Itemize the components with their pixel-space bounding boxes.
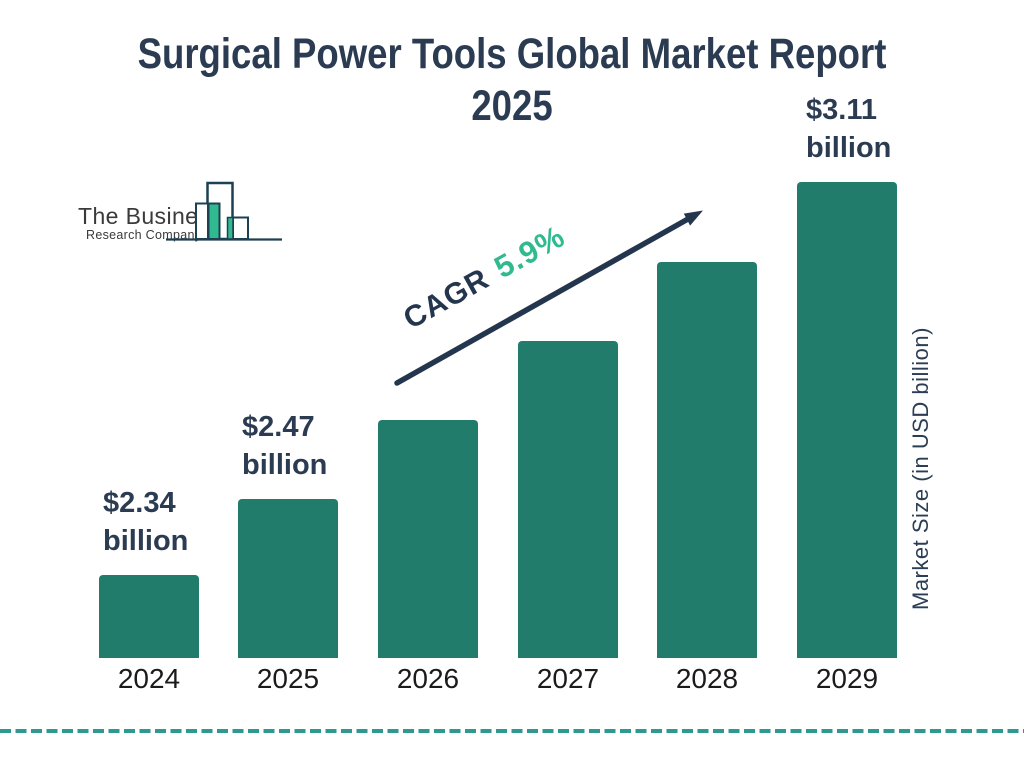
- page-title: Surgical Power Tools Global Market Repor…: [77, 28, 947, 133]
- company-logo: The Business Research Company: [70, 172, 290, 246]
- value-2024-unit: billion: [103, 525, 189, 557]
- bar-2025: [238, 499, 338, 658]
- x-tick-2028: 2028: [675, 663, 739, 694]
- bar-2029: [797, 182, 897, 658]
- bar-2026: [378, 420, 478, 658]
- page-title-line2: 2025: [471, 82, 553, 131]
- y-axis-label: Market Size (in USD billion): [908, 327, 933, 610]
- cagr-value: 5.9%: [488, 218, 571, 286]
- cagr-label: CAGR: [398, 262, 495, 336]
- value-label-2025: $2.47 billion: [242, 408, 422, 484]
- bar-2024: [99, 575, 199, 658]
- footer-dashed-divider: [0, 729, 1024, 733]
- value-2025-amount: $2.47: [242, 411, 315, 443]
- x-tick-2027: 2027: [536, 663, 600, 694]
- value-label-2029: $3.11 billion: [806, 91, 986, 167]
- page-title-line1: Surgical Power Tools Global Market Repor…: [137, 30, 887, 78]
- logo-bar-chart-icon: [166, 181, 282, 241]
- x-tick-2025: 2025: [256, 663, 320, 694]
- value-2029-amount: $3.11: [806, 94, 877, 126]
- value-2024-amount: $2.34: [103, 487, 176, 519]
- bar-2027: [518, 341, 618, 658]
- value-2025-unit: billion: [242, 449, 328, 481]
- x-tick-2029: 2029: [815, 663, 879, 694]
- value-2029-unit: billion: [806, 132, 892, 164]
- bar-2028: [657, 262, 757, 658]
- x-tick-2026: 2026: [396, 663, 460, 694]
- value-label-2024: $2.34 billion: [103, 484, 283, 560]
- x-tick-2024: 2024: [117, 663, 181, 694]
